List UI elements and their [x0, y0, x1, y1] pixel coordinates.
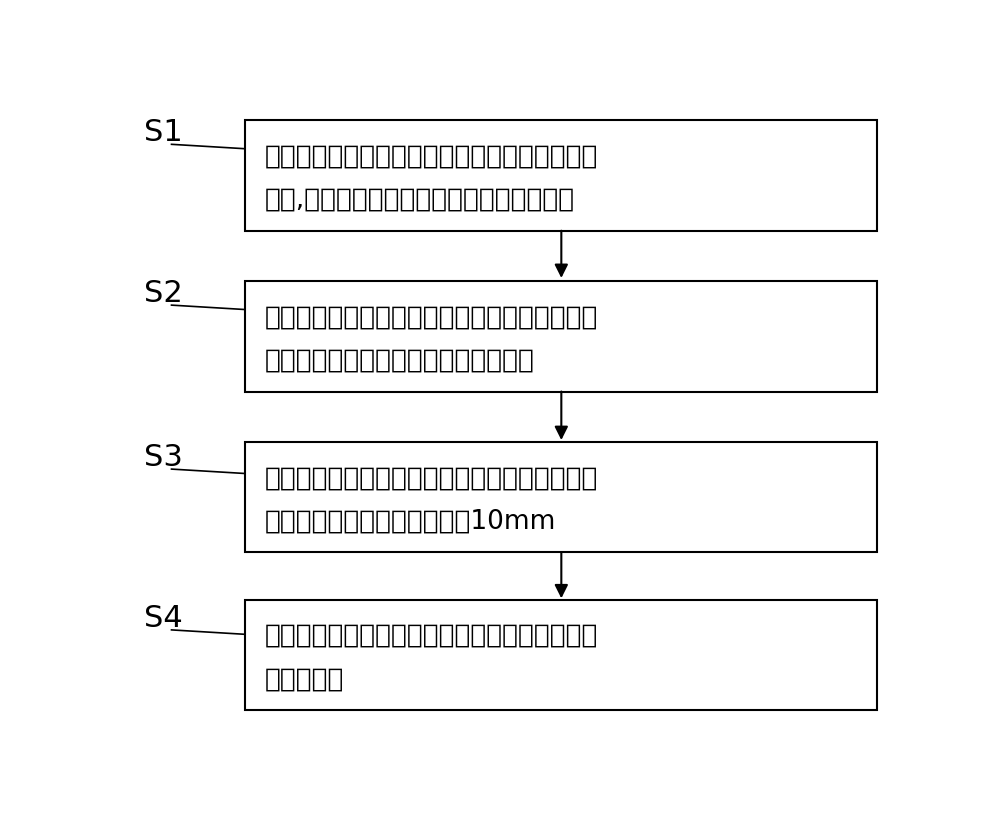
Bar — [245, 442, 877, 552]
Text: 调节后对预埋件进行灌注水泥，使预埋件和基坑: 调节后对预埋件进行灌注水泥，使预埋件和基坑 — [264, 623, 598, 649]
Bar — [245, 120, 877, 231]
Bar — [245, 281, 877, 391]
Text: 通过位移显示器对预埋件进行调节，确保预埋件: 通过位移显示器对预埋件进行调节，确保预埋件 — [264, 465, 598, 491]
Text: S2: S2 — [144, 279, 183, 308]
Text: S4: S4 — [144, 604, 183, 633]
Text: 在预埋件的上表面与底面均固定镶嵌两个位移传: 在预埋件的上表面与底面均固定镶嵌两个位移传 — [264, 144, 598, 170]
Text: 柱进行固定: 柱进行固定 — [264, 666, 344, 692]
Bar — [245, 600, 877, 710]
Text: 将预埋件放入基坑中，同时对预埋件的位置进行: 将预埋件放入基坑中，同时对预埋件的位置进行 — [264, 305, 598, 331]
Text: 确定调节，使预埋件与基坑柱紧密贴合: 确定调节，使预埋件与基坑柱紧密贴合 — [264, 347, 534, 373]
Text: 感器,将两个位移传感器与位移显示器相连接: 感器,将两个位移传感器与位移显示器相连接 — [264, 187, 575, 213]
Text: S1: S1 — [144, 119, 183, 147]
Text: S3: S3 — [144, 443, 183, 473]
Text: 的水平面和竖直面的精度到达10mm: 的水平面和竖直面的精度到达10mm — [264, 509, 556, 535]
